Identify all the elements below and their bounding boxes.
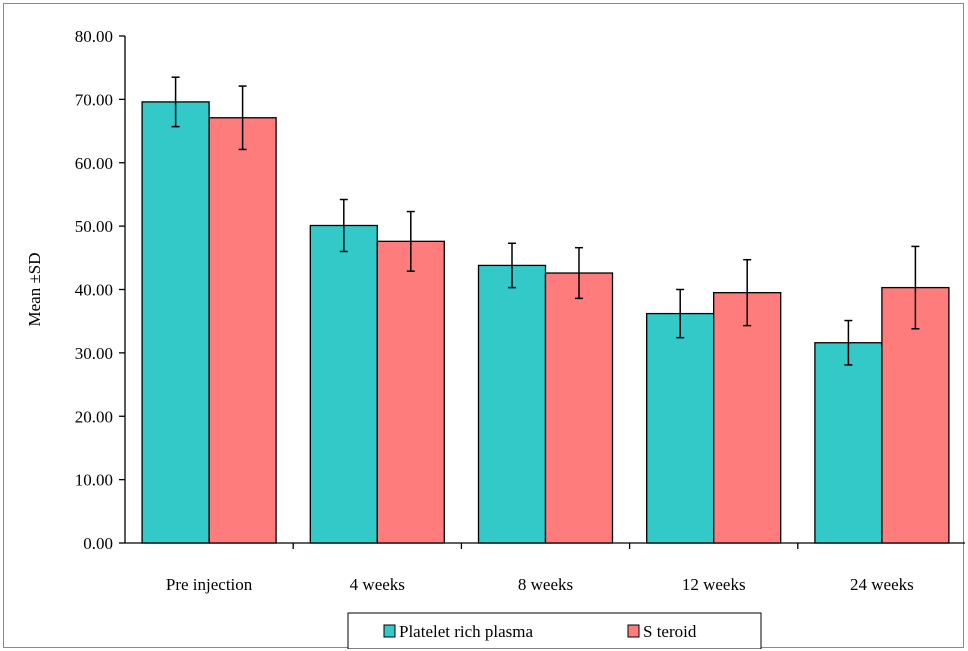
axes: 0.00 10.00 20.00 30.00 40.00 50.00 60.00 70.00 8… [75,27,965,594]
bar [814,342,883,544]
y-tick-label: 50.00 [75,217,113,236]
bars [141,101,950,544]
chart-frame: 0.00 10.00 20.00 30.00 40.00 50.00 60.00 70.00 8… [3,3,965,649]
y-tick-label: 20.00 [75,407,113,426]
bar [376,240,445,544]
x-tick-label: 24 weeks [850,575,914,594]
bar [208,117,277,544]
error-bars [171,76,920,366]
y-tick-label: 40.00 [75,281,113,300]
y-tick-label: 0.00 [83,534,113,553]
y-axis-label: Mean ±SD [25,252,44,326]
legend-box [347,612,762,649]
bar [477,264,547,544]
x-tick-label: 4 weeks [350,575,405,594]
bar [141,101,210,544]
legend-swatch-steroid [627,624,640,638]
legend-swatch-platelet [383,624,396,638]
bar [646,312,715,544]
y-tick-label: 80.00 [75,27,113,46]
bar [881,286,950,544]
bar [713,292,782,544]
y-tick-label: 70.00 [75,90,113,109]
y-tick-label: 10.00 [75,471,113,490]
bar [309,224,378,544]
x-tick-label: Pre injection [166,575,253,594]
bar-chart: 0.00 10.00 20.00 30.00 40.00 50.00 60.00 70.00 8… [25,27,965,649]
bar [544,272,614,544]
y-tick-label: 30.00 [75,344,113,363]
y-tick-label: 60.00 [75,154,113,173]
legend-label-platelet: Platelet rich plasma [399,622,534,641]
x-tick-label: 8 weeks [518,575,573,594]
x-tick-label: 12 weeks [682,575,746,594]
legend: Platelet rich plasma S teroid [347,612,762,649]
legend-label-steroid: S teroid [643,622,697,641]
